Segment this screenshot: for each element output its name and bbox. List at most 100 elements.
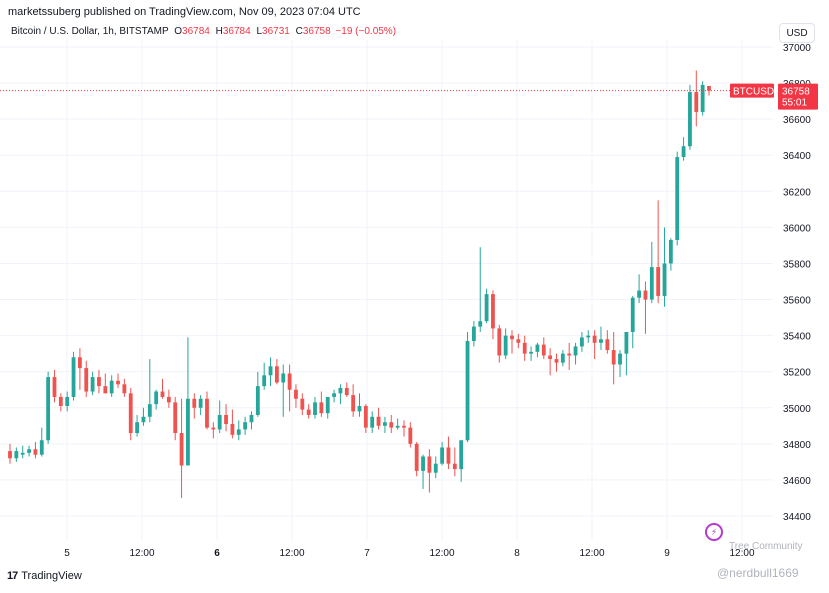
candle-body <box>516 339 521 343</box>
candle-body <box>20 452 25 455</box>
candle-body <box>383 422 387 426</box>
candle-body <box>135 422 139 434</box>
candle-body <box>459 440 464 470</box>
candle-body <box>8 451 12 459</box>
candle-body <box>243 422 248 430</box>
candle-body <box>351 395 356 412</box>
candle-body <box>624 332 629 354</box>
price-tick-label: 36000 <box>783 223 811 234</box>
candle-body <box>224 414 228 425</box>
candle-body <box>363 405 368 428</box>
candle-body <box>395 425 400 428</box>
time-tick-label: 12:00 <box>579 548 604 559</box>
candle-body <box>179 433 184 466</box>
candle-body <box>122 384 127 394</box>
candle-body <box>668 240 673 264</box>
candle-body <box>529 351 533 354</box>
price-tag-symbol-bg <box>730 83 774 98</box>
candle-body <box>294 389 298 399</box>
candle-body <box>332 393 336 397</box>
community-watermark-text: Tree Community <box>729 541 803 552</box>
symbol-legend: Bitcoin / U.S. Dollar, 1h, BITSTAMP O367… <box>11 26 396 37</box>
time-tick-label: 12:00 <box>279 548 304 559</box>
candle-body <box>592 335 597 343</box>
candle-body <box>39 440 44 455</box>
candle-body <box>300 398 305 410</box>
time-tick-label: 6 <box>214 548 220 559</box>
time-tick-label: 9 <box>664 548 670 559</box>
candle-body <box>97 377 101 387</box>
candle-body <box>580 337 584 347</box>
candle-body <box>186 398 190 466</box>
candle-body <box>484 294 489 322</box>
candle-body <box>478 321 483 327</box>
candle-body <box>599 339 603 343</box>
candle-body <box>357 405 362 412</box>
price-tag-countdown: 55:01 <box>782 98 807 109</box>
user-watermark: @nerdbull1669 <box>717 566 799 580</box>
close-value: 36758 <box>302 26 331 37</box>
candle-body <box>694 92 699 112</box>
candle-body <box>147 404 152 417</box>
candle-body <box>65 396 70 406</box>
price-tick-label: 34600 <box>783 476 811 487</box>
candle-body <box>421 456 425 471</box>
tradingview-logo-icon: 17 <box>7 570 18 582</box>
candle-body <box>90 377 95 392</box>
candle-body <box>249 414 254 423</box>
candle-body <box>77 357 82 369</box>
candle-body <box>656 267 661 296</box>
price-axis: 34400 34600 34800 35000 35200 35400 35600 35800… <box>783 43 811 523</box>
candle-body <box>198 398 203 408</box>
change-value: −19 (−0.05%) <box>335 26 397 37</box>
low-value: 36731 <box>262 26 290 37</box>
currency-button[interactable]: USD <box>779 23 815 43</box>
candle-body <box>262 375 267 387</box>
candle-body <box>58 396 63 406</box>
candle-body <box>84 368 89 392</box>
candle-body <box>471 326 476 342</box>
close-label: C <box>295 26 303 37</box>
candle-body <box>408 427 413 444</box>
candle-body <box>160 391 165 397</box>
candle-body <box>211 427 216 430</box>
candle-body <box>325 396 330 414</box>
candle-body <box>491 294 495 329</box>
tradingview-logo[interactable]: 17 TradingView <box>7 570 82 582</box>
price-tag: BTCUSD 36758 55:01 <box>730 83 818 110</box>
candle-body <box>586 335 591 338</box>
candle-body <box>255 386 260 415</box>
candle-body <box>71 357 76 397</box>
candle-body <box>452 463 457 470</box>
candle-body <box>27 449 31 453</box>
candle-body <box>205 398 209 428</box>
candle-body <box>560 353 565 363</box>
community-watermark: ⚡ Tree Community <box>697 521 807 561</box>
candle-body <box>573 346 578 356</box>
time-tick-label: 12:00 <box>429 548 454 559</box>
candle-body <box>554 359 559 363</box>
candle-body <box>287 373 292 390</box>
time-tick-label: 5 <box>64 548 70 559</box>
candle-body <box>497 328 502 356</box>
price-tick-label: 35400 <box>783 332 811 343</box>
candle-body <box>338 387 343 394</box>
low-label: L <box>256 26 263 37</box>
price-tick-label: 35200 <box>783 368 811 379</box>
time-axis: 5 12:00 6 12:00 7 12:00 8 12:00 9 12:00 <box>64 548 755 559</box>
high-value: 36784 <box>222 26 251 37</box>
price-tick-label: 34400 <box>783 512 811 523</box>
candle-body <box>370 416 375 428</box>
candle-body <box>433 463 438 473</box>
candle-body <box>154 391 159 405</box>
time-tick-label: 12:00 <box>729 548 754 559</box>
candle-body <box>376 416 381 426</box>
candle-body <box>503 335 508 356</box>
candle-body <box>522 342 527 354</box>
candle-body <box>465 341 470 441</box>
price-tag-value: 36758 <box>782 87 810 98</box>
candle-body <box>236 429 241 435</box>
price-tick-label: 35800 <box>783 259 811 270</box>
candle-body <box>46 377 51 441</box>
